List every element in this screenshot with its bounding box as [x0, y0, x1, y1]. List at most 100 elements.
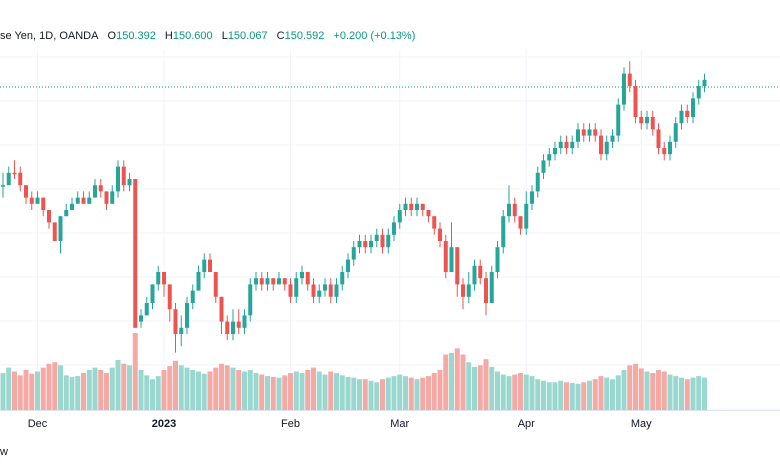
candle-body	[512, 203, 517, 217]
close-value: 150.592	[284, 30, 325, 42]
candle	[29, 191, 34, 210]
candle	[139, 309, 143, 328]
candle	[622, 67, 626, 111]
volume-bar	[621, 369, 627, 410]
volume-bar	[155, 376, 161, 410]
time-axis[interactable]: Dec 2023 Feb Mar Apr May	[0, 410, 780, 437]
candle-body	[443, 241, 448, 272]
candle	[633, 79, 638, 124]
volume-bar	[127, 365, 132, 410]
candle	[311, 278, 316, 303]
candle	[93, 179, 97, 198]
volume-bar	[81, 373, 86, 410]
candle-body	[645, 117, 649, 124]
candle	[558, 135, 563, 155]
candle-body	[41, 197, 46, 210]
volume-bar	[569, 383, 575, 410]
candle	[351, 241, 356, 266]
candle-body	[231, 321, 235, 334]
volume-bar	[380, 379, 385, 410]
volume-bar	[489, 366, 495, 410]
candle	[679, 104, 684, 130]
volume-bar	[69, 376, 75, 410]
candle-body	[202, 259, 207, 272]
candle-body	[409, 203, 414, 210]
candle-body	[254, 278, 258, 285]
volume-bar	[23, 369, 29, 410]
candle-body	[133, 179, 138, 328]
candle-body	[495, 247, 500, 272]
candle-body	[190, 290, 195, 303]
volume-bar	[75, 376, 81, 410]
candle	[133, 179, 138, 328]
candle-body	[363, 241, 368, 248]
volume-bar	[598, 376, 604, 410]
candle-body	[6, 172, 11, 186]
candle	[47, 210, 51, 229]
volume-bar	[201, 373, 207, 410]
candle-body	[323, 284, 327, 291]
candle	[328, 278, 333, 303]
volume-bar	[207, 371, 213, 410]
candle	[58, 216, 63, 254]
candle	[415, 197, 419, 217]
volume-bar	[184, 367, 190, 410]
candle-body	[650, 117, 655, 130]
candle	[420, 203, 425, 217]
candle	[75, 191, 80, 204]
candle-body	[455, 247, 460, 285]
candle-body	[87, 197, 92, 204]
volume-bar	[552, 382, 558, 410]
candle	[127, 172, 132, 192]
candle-body	[242, 315, 247, 328]
candle-body	[374, 234, 379, 241]
candle-body	[478, 265, 483, 279]
candle	[501, 210, 506, 254]
candle-body	[622, 73, 626, 105]
candle	[599, 129, 603, 161]
candle-body	[696, 86, 701, 99]
volume-bar	[587, 380, 592, 410]
candle	[150, 284, 155, 310]
candle-body	[173, 309, 178, 334]
candle-body	[397, 210, 402, 223]
candle	[691, 92, 695, 124]
candle	[535, 166, 540, 198]
symbol-label[interactable]: se Yen, 1D, OANDA	[0, 30, 99, 42]
candle-body	[305, 272, 310, 285]
volume-bar	[702, 377, 707, 410]
candle	[104, 191, 109, 210]
candle	[656, 123, 661, 155]
candle-body	[553, 148, 557, 155]
volume-bar	[391, 376, 397, 410]
candle	[213, 272, 218, 303]
candle	[98, 179, 103, 198]
volume-bar	[190, 369, 196, 410]
candle	[443, 234, 448, 279]
volume-bar	[661, 371, 667, 410]
candle-body	[662, 148, 667, 155]
candle	[604, 135, 609, 161]
volume-bar	[403, 376, 408, 410]
volume-bar	[414, 379, 420, 410]
volume-bar	[316, 371, 322, 410]
price-chart[interactable]	[0, 0, 780, 410]
volume-bar	[673, 376, 679, 410]
volume-bars	[0, 333, 707, 410]
candle	[248, 278, 253, 322]
volume-bar	[420, 377, 426, 410]
candle	[484, 272, 488, 316]
volume-bar	[86, 369, 92, 410]
candle-body	[501, 216, 506, 248]
volume-bar	[466, 362, 472, 410]
volume-bar	[104, 373, 109, 410]
volume-bar	[535, 379, 541, 410]
candle-body	[668, 141, 672, 155]
volume-bar	[328, 371, 334, 410]
candle	[524, 191, 529, 235]
candle-body	[518, 216, 523, 229]
x-tick-label: Feb	[281, 418, 300, 430]
candle-body	[386, 234, 391, 248]
candle	[409, 197, 414, 217]
candle-body	[438, 228, 442, 241]
